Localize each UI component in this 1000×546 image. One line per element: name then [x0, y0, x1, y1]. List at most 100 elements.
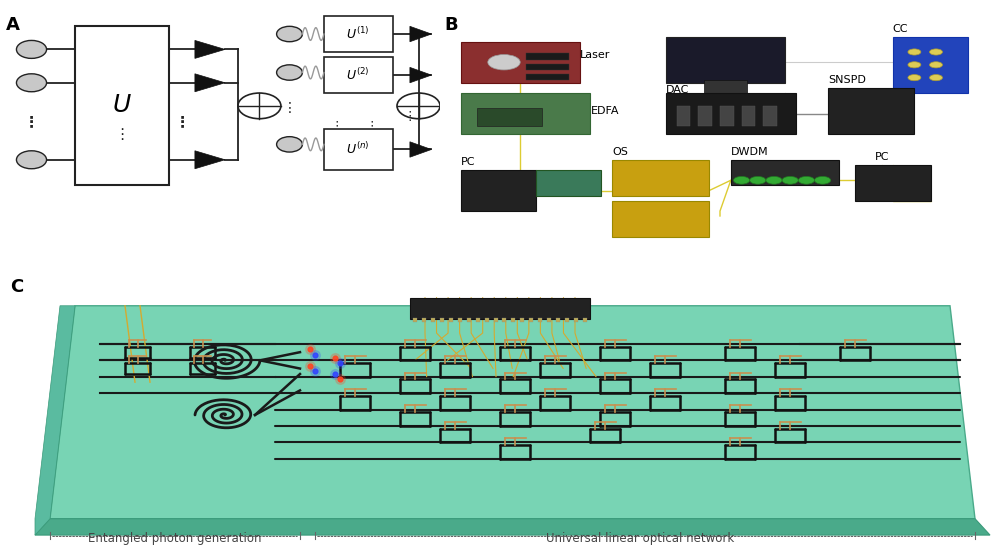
Text: ⋮: ⋮ — [174, 114, 190, 129]
Polygon shape — [35, 306, 75, 535]
FancyBboxPatch shape — [449, 318, 453, 322]
FancyBboxPatch shape — [526, 54, 569, 60]
Circle shape — [930, 75, 942, 81]
Polygon shape — [35, 519, 990, 535]
Text: PC: PC — [875, 152, 889, 162]
Text: ⋮: ⋮ — [365, 120, 377, 133]
FancyBboxPatch shape — [583, 318, 587, 322]
Circle shape — [750, 176, 766, 184]
FancyBboxPatch shape — [502, 318, 506, 322]
FancyBboxPatch shape — [855, 165, 931, 201]
Text: ⋮: ⋮ — [283, 102, 296, 115]
Text: EDFA: EDFA — [590, 106, 619, 116]
Text: $U^{(1)}$: $U^{(1)}$ — [346, 26, 370, 42]
FancyBboxPatch shape — [704, 80, 747, 96]
FancyBboxPatch shape — [565, 318, 569, 322]
Text: $U^{(2)}$: $U^{(2)}$ — [346, 67, 370, 83]
FancyBboxPatch shape — [476, 318, 480, 322]
Circle shape — [277, 65, 302, 80]
FancyBboxPatch shape — [538, 318, 542, 322]
Circle shape — [930, 62, 942, 68]
FancyBboxPatch shape — [511, 318, 515, 322]
Text: ⋮: ⋮ — [331, 120, 343, 133]
FancyBboxPatch shape — [477, 109, 542, 127]
FancyBboxPatch shape — [671, 93, 779, 100]
FancyBboxPatch shape — [413, 318, 417, 322]
Text: CC: CC — [893, 24, 908, 34]
FancyBboxPatch shape — [422, 318, 426, 322]
FancyBboxPatch shape — [494, 318, 498, 322]
FancyBboxPatch shape — [731, 160, 839, 186]
FancyBboxPatch shape — [431, 318, 435, 322]
Text: Entangled photon generation: Entangled photon generation — [88, 532, 262, 545]
FancyBboxPatch shape — [74, 26, 169, 186]
FancyBboxPatch shape — [529, 318, 533, 322]
Circle shape — [16, 40, 47, 58]
FancyBboxPatch shape — [324, 16, 393, 52]
FancyBboxPatch shape — [763, 106, 777, 127]
FancyBboxPatch shape — [574, 318, 578, 322]
Polygon shape — [195, 40, 225, 58]
Circle shape — [488, 55, 520, 70]
Text: ⋮: ⋮ — [404, 110, 416, 123]
Text: ⋮: ⋮ — [114, 127, 129, 141]
Text: $U^{(n)}$: $U^{(n)}$ — [346, 141, 370, 157]
Text: Universal linear optical network: Universal linear optical network — [546, 532, 734, 545]
FancyBboxPatch shape — [547, 318, 551, 322]
Text: A: A — [6, 16, 20, 34]
FancyBboxPatch shape — [677, 106, 690, 127]
FancyBboxPatch shape — [893, 37, 968, 93]
FancyBboxPatch shape — [666, 93, 796, 134]
Text: $U$: $U$ — [112, 94, 132, 117]
FancyBboxPatch shape — [440, 318, 444, 322]
Circle shape — [814, 176, 831, 184]
FancyBboxPatch shape — [485, 318, 489, 322]
FancyBboxPatch shape — [461, 41, 580, 83]
Circle shape — [908, 75, 921, 81]
FancyBboxPatch shape — [720, 106, 734, 127]
Circle shape — [277, 26, 302, 41]
Polygon shape — [410, 142, 431, 157]
Circle shape — [908, 62, 921, 68]
Polygon shape — [410, 67, 431, 83]
Circle shape — [734, 176, 750, 184]
FancyBboxPatch shape — [536, 170, 601, 195]
Text: SNSPD: SNSPD — [828, 75, 866, 85]
FancyBboxPatch shape — [526, 74, 569, 80]
FancyBboxPatch shape — [742, 106, 755, 127]
FancyBboxPatch shape — [324, 129, 393, 170]
FancyBboxPatch shape — [556, 318, 560, 322]
FancyBboxPatch shape — [324, 57, 393, 93]
Circle shape — [798, 176, 815, 184]
Polygon shape — [50, 306, 975, 519]
Text: OS: OS — [612, 147, 628, 157]
FancyBboxPatch shape — [461, 93, 590, 134]
Circle shape — [782, 176, 798, 184]
Text: B: B — [445, 16, 458, 34]
FancyBboxPatch shape — [458, 318, 462, 322]
Text: PC: PC — [461, 157, 475, 168]
FancyBboxPatch shape — [612, 201, 709, 237]
Circle shape — [16, 74, 47, 92]
Polygon shape — [195, 74, 225, 92]
Polygon shape — [410, 26, 431, 41]
Text: C: C — [10, 278, 23, 296]
FancyBboxPatch shape — [526, 63, 569, 70]
Text: Laser: Laser — [580, 50, 610, 60]
Circle shape — [908, 49, 921, 55]
Text: DWDM: DWDM — [731, 147, 768, 157]
Circle shape — [16, 151, 47, 169]
FancyBboxPatch shape — [410, 298, 590, 319]
Text: DAC: DAC — [666, 86, 689, 96]
FancyBboxPatch shape — [698, 106, 712, 127]
FancyBboxPatch shape — [520, 318, 524, 322]
Polygon shape — [195, 151, 225, 169]
FancyBboxPatch shape — [666, 37, 785, 83]
FancyBboxPatch shape — [828, 88, 914, 134]
FancyBboxPatch shape — [467, 318, 471, 322]
Circle shape — [277, 136, 302, 152]
Circle shape — [930, 49, 942, 55]
FancyBboxPatch shape — [612, 160, 709, 195]
Circle shape — [766, 176, 782, 184]
FancyBboxPatch shape — [461, 170, 536, 211]
